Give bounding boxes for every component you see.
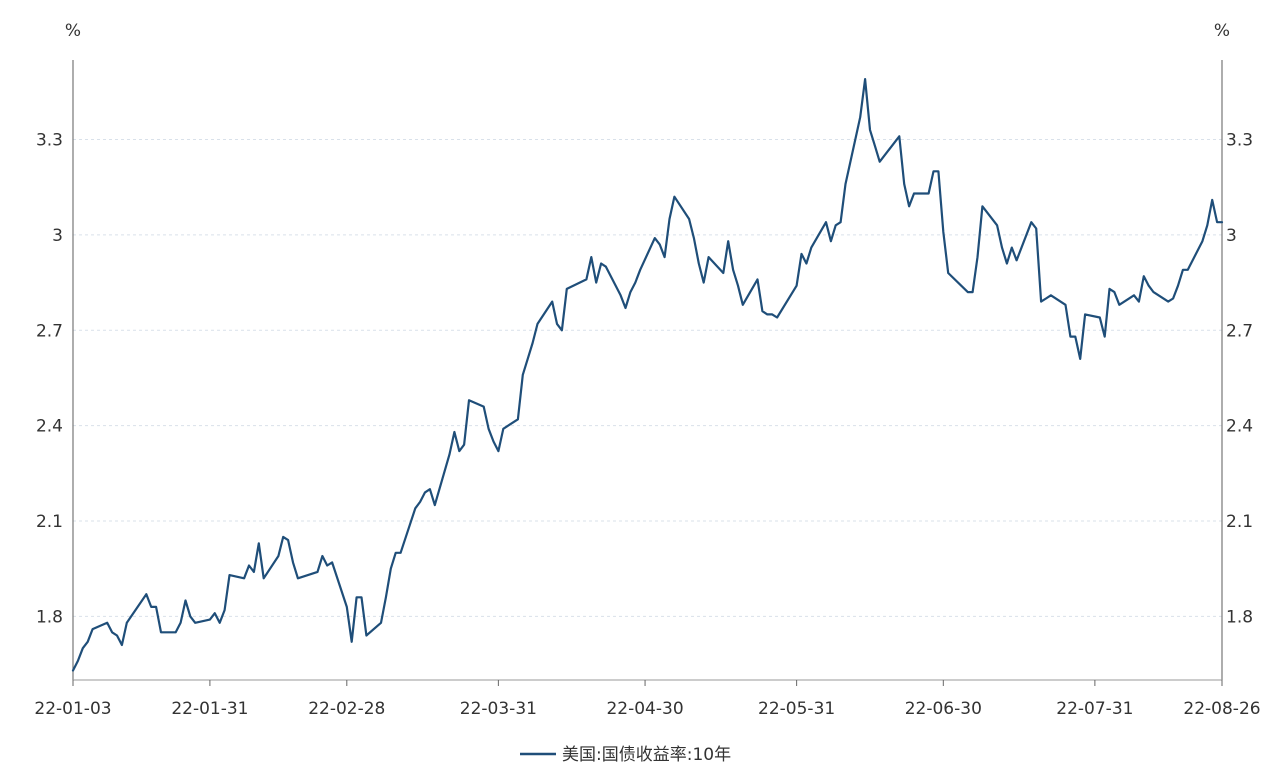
legend: 美国:国债收益率:10年 [520, 745, 731, 765]
y-tick-label-left: 2.7 [36, 321, 63, 341]
y-tick-label-right: 1.8 [1226, 607, 1253, 627]
y-tick-label-left: 1.8 [36, 607, 63, 627]
x-tick-labels: 22-01-03 22-01-31 22-02-28 22-03-31 22-04-30… [34, 680, 1261, 719]
y-tick-label-right: 3.3 [1226, 130, 1253, 150]
y-tick-label-right: 2.7 [1226, 321, 1253, 341]
gridlines [73, 138, 1222, 617]
x-tick-label: 22-05-31 [758, 699, 835, 719]
series-line [71, 77, 1224, 672]
right-unit-label: % [1214, 21, 1230, 41]
x-tick-label: 22-01-03 [34, 699, 111, 719]
y-tick-labels: 1.8 1.8 2.1 2.1 2.4 2.4 2.7 2.7 3 3 3.3 3.3 [36, 130, 1253, 627]
x-tick-label: 22-01-31 [171, 699, 248, 719]
series [71, 77, 1224, 672]
left-unit-label: % [65, 21, 81, 41]
x-tick-label: 22-07-31 [1056, 699, 1133, 719]
x-tick-label: 22-04-30 [606, 699, 683, 719]
y-tick-label-right: 3 [1226, 226, 1237, 246]
y-tick-label-right: 2.1 [1226, 512, 1253, 532]
x-tick-label: 22-08-26 [1183, 699, 1260, 719]
y-tick-label-left: 3.3 [36, 130, 63, 150]
legend-label: 美国:国债收益率:10年 [562, 745, 731, 765]
x-tick-label: 22-03-31 [460, 699, 537, 719]
y-tick-label-left: 2.4 [36, 417, 63, 437]
x-tick-label: 22-06-30 [905, 699, 982, 719]
y-tick-label-left: 3 [52, 226, 63, 246]
y-tick-label-right: 2.4 [1226, 417, 1253, 437]
x-tick-label: 22-02-28 [308, 699, 385, 719]
axes [72, 60, 1223, 681]
y-tick-label-left: 2.1 [36, 512, 63, 532]
